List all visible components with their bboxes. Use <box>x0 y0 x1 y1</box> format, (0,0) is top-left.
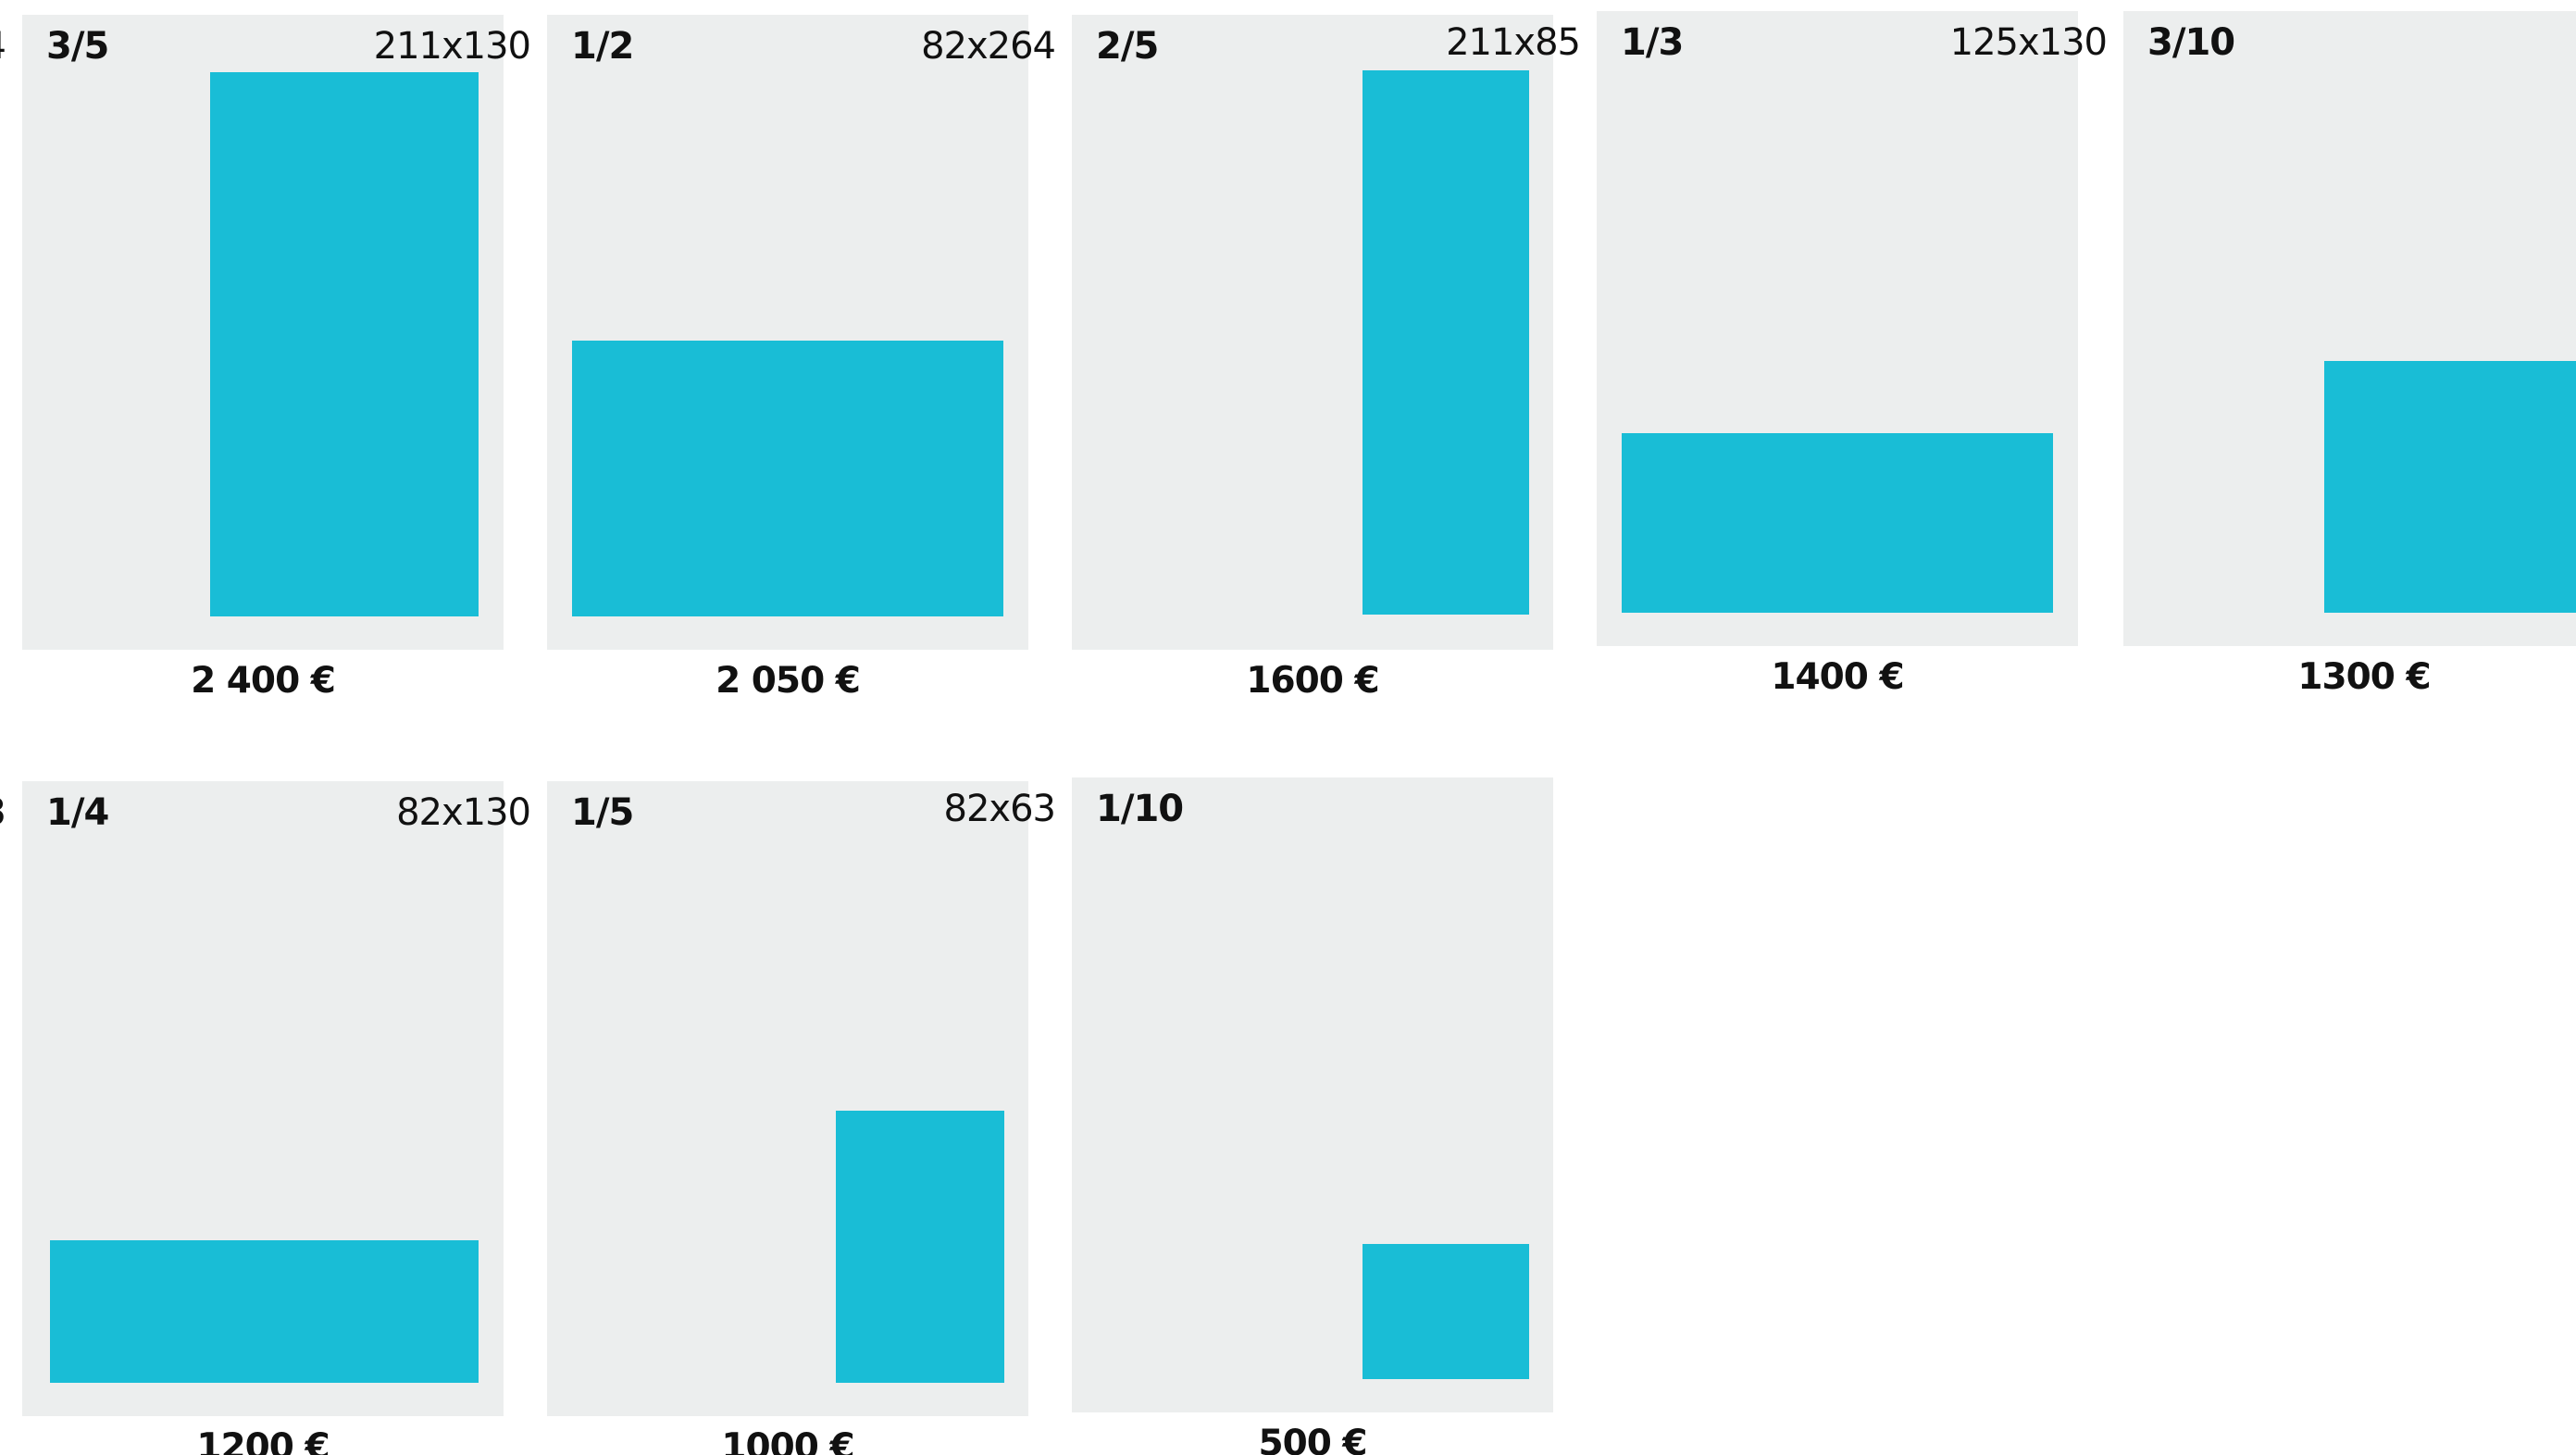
ad-space-box <box>2324 361 2576 613</box>
price-label: 2 400 € <box>191 660 336 702</box>
price-label: 1600 € <box>1246 660 1379 702</box>
price-label: 1400 € <box>1771 656 1904 698</box>
fraction-label: 1/10 <box>1096 788 1184 830</box>
dimensions-label: 82x63 <box>943 788 1056 830</box>
dimensions-label: 82x130 <box>396 791 531 834</box>
ad-space-box <box>572 341 1003 616</box>
ad-space-box <box>1622 433 2053 613</box>
price-label: 1200 € <box>196 1426 330 1455</box>
price-label: 2 050 € <box>716 660 861 702</box>
fraction-label: 1/2 <box>571 25 634 68</box>
dimensions-label: 125x264 <box>0 28 6 65</box>
dimensions-label: 125x130 <box>1949 21 2108 64</box>
dimensions-label: 211x85 <box>1446 21 1581 64</box>
price-label: 1300 € <box>2297 656 2431 698</box>
fraction-label: 1/3 <box>1621 21 1684 64</box>
dimensions-label: 211x63 <box>0 794 6 831</box>
fraction-label: 3/5 <box>46 25 109 68</box>
fraction-label: 1/4 <box>46 791 109 834</box>
fraction-label: 3/10 <box>2147 21 2235 64</box>
ad-space-box <box>210 72 479 616</box>
ad-space-box <box>1363 1244 1529 1379</box>
ad-space-box <box>836 1111 1004 1383</box>
price-label: 1000 € <box>721 1426 854 1455</box>
dimensions-label: 211x130 <box>373 25 531 68</box>
dimensions-label: 82x264 <box>921 25 1056 68</box>
ad-space-box <box>50 1240 479 1383</box>
fraction-label: 1/5 <box>571 791 634 834</box>
ad-space-box <box>1363 70 1529 615</box>
price-label: 500 € <box>1258 1423 1367 1455</box>
fraction-label: 2/5 <box>1096 25 1159 68</box>
